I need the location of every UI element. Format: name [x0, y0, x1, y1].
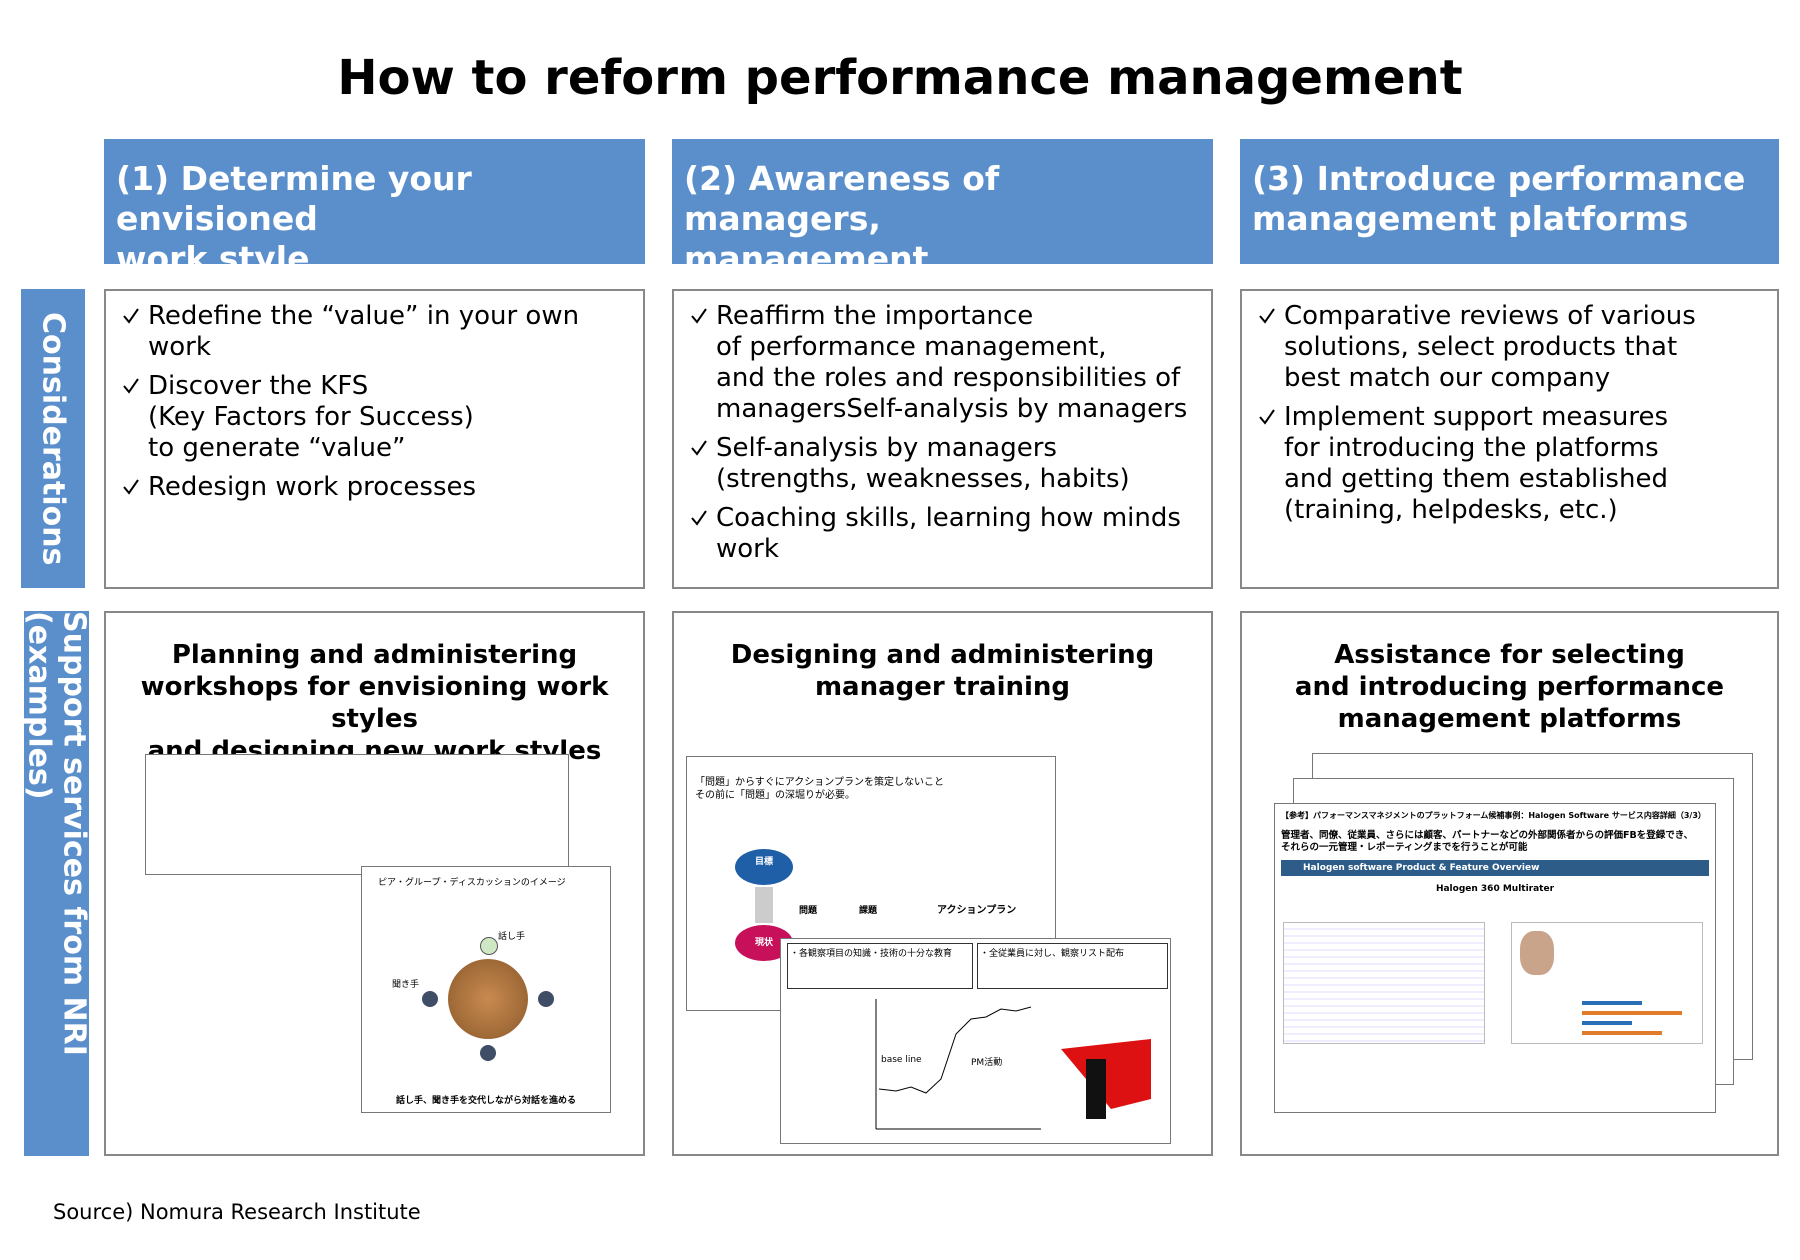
check-icon	[123, 479, 139, 495]
line-image	[878, 1006, 1032, 1094]
thumb-text: ピア・グループ・ディスカッションのイメージ	[378, 878, 566, 888]
side-label: Considerations	[21, 289, 85, 588]
title: How to reform performance management	[337, 50, 1463, 106]
side-label: Support services from NRI (examples)	[22, 611, 92, 1156]
check-icon	[691, 440, 707, 456]
considerations-box: Reaffirm the importance of performance m…	[672, 289, 1213, 589]
support-title: Assistance for selecting and introducing…	[1294, 640, 1725, 734]
list-item: Implement support measures for introduci…	[1258, 402, 1767, 526]
source: Source) Nomura Research Institute	[53, 1200, 421, 1224]
figure	[1086, 1059, 1106, 1119]
thumb-text: Halogen 360 Multirater	[1435, 884, 1555, 894]
photo	[1520, 931, 1554, 975]
bar-image	[1582, 1001, 1642, 1005]
item-text: Self-analysis by managers (strengths, we…	[716, 433, 1130, 494]
item-text: Coaching skills, learning how minds work	[716, 503, 1181, 564]
screenshot	[1511, 922, 1703, 1044]
check-icon	[123, 378, 139, 394]
considerations-box: Comparative reviews of various solutions…	[1240, 289, 1779, 589]
thumb-text: PM活動	[971, 1058, 1003, 1068]
bar-image	[1582, 1031, 1662, 1035]
check-icon	[691, 308, 707, 324]
list-item: Comparative reviews of various solutions…	[1258, 301, 1767, 394]
bar-image	[1582, 1021, 1632, 1025]
considerations-box: Redefine the “value” in your own work Dis…	[104, 289, 645, 589]
thumb-text: アクションプラン	[937, 905, 1017, 916]
list-item: Redesign work processes	[122, 472, 633, 503]
goal-node: 目標	[735, 849, 793, 885]
thumb-text: 管理者、同僚、従業員、さらには顧客、パートナーなどの外部関係者からの評価FBを登…	[1281, 830, 1694, 853]
list-item: Discover the KFS (Key Factors for Succes…	[122, 371, 633, 464]
thumb-text: 話し手	[498, 932, 526, 942]
table-icon	[448, 959, 528, 1039]
arrow	[755, 887, 773, 923]
chart-image	[875, 999, 1151, 1130]
list-item: Self-analysis by managers (strengths, we…	[690, 433, 1201, 495]
support-title: Planning and administering workshops for…	[140, 640, 609, 766]
thumb-text: ・全従業員に対し、観察リスト配布	[977, 943, 1168, 989]
thumb-text: ・各観察項目の知識・技術の十分な教育	[787, 943, 973, 989]
list-item: Coaching skills, learning how minds work	[690, 503, 1201, 565]
check-icon	[1259, 308, 1275, 324]
column-header: (2) Awareness of managers, management tr…	[672, 139, 1213, 318]
thumb-text: 「問題」からすぐにアクションプランを策定しないこと	[695, 777, 944, 788]
thumbnail: 【参考】パフォーマンスマネジメントのプラットフォーム候補事例：Halogen S…	[1274, 803, 1716, 1113]
person	[538, 991, 554, 1007]
thumb-text: その前に「問題」の深堀りが必要。	[695, 790, 855, 801]
thumb-text: 問題	[799, 906, 818, 916]
thumb-text: base line	[881, 1055, 922, 1065]
item-text: Implement support measures for introduci…	[1284, 402, 1669, 525]
person	[480, 937, 498, 955]
thumbnail: ピア・グループ・ディスカッションのイメージ 話し手 聞き手 話し手、聞き手を交代…	[361, 866, 611, 1113]
person	[422, 991, 438, 1007]
item-text: Comparative reviews of various solutions…	[1284, 301, 1696, 393]
thumbnail	[145, 754, 569, 875]
thumb-text: 聞き手	[392, 980, 420, 990]
item-text: Redesign work processes	[148, 472, 477, 502]
thumb-text: 課題	[859, 906, 878, 916]
thumbnail: ・各観察項目の知識・技術の十分な教育 ・全従業員に対し、観察リスト配布 base…	[780, 938, 1171, 1144]
column-header: (3) Introduce performance management pla…	[1240, 139, 1779, 264]
item-text: Reaffirm the importance of performance m…	[716, 301, 1188, 424]
band: Halogen software Product & Feature Overv…	[1281, 860, 1709, 876]
person	[480, 1045, 496, 1061]
list-item: Redefine the “value” in your own work	[122, 301, 633, 363]
check-icon	[123, 308, 139, 324]
thumb-text: 【参考】パフォーマンスマネジメントのプラットフォーム候補事例：Halogen S…	[1281, 811, 1706, 820]
check-icon	[691, 510, 707, 526]
support-title: Designing and administering manager trai…	[730, 640, 1155, 702]
check-icon	[1259, 409, 1275, 425]
item-text: Discover the KFS (Key Factors for Succes…	[148, 371, 474, 463]
column-header: (1) Determine your envisioned work style	[104, 139, 645, 278]
screenshot	[1283, 922, 1485, 1044]
list-item: Reaffirm the importance of performance m…	[690, 301, 1201, 425]
bar-image	[1582, 1011, 1682, 1015]
thumb-text: 話し手、聞き手を交代しながら対話を進める	[395, 1096, 576, 1106]
item-text: Redefine the “value” in your own work	[148, 301, 580, 362]
